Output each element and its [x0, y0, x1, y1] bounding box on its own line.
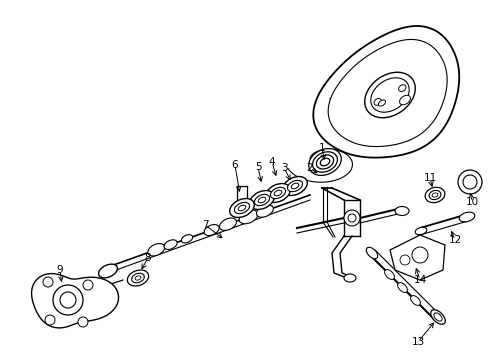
- Ellipse shape: [135, 276, 141, 280]
- Text: 13: 13: [410, 337, 424, 347]
- Text: 3: 3: [280, 163, 287, 173]
- Ellipse shape: [384, 270, 394, 279]
- Ellipse shape: [258, 197, 265, 203]
- Ellipse shape: [410, 296, 420, 305]
- Text: 12: 12: [447, 235, 461, 245]
- Ellipse shape: [265, 184, 290, 202]
- Ellipse shape: [424, 187, 444, 203]
- Ellipse shape: [398, 85, 405, 91]
- Ellipse shape: [181, 235, 192, 243]
- Circle shape: [347, 214, 355, 222]
- Circle shape: [60, 292, 76, 308]
- Ellipse shape: [219, 218, 236, 230]
- Ellipse shape: [430, 310, 445, 324]
- Text: 1: 1: [318, 143, 325, 153]
- Ellipse shape: [366, 247, 377, 259]
- Ellipse shape: [147, 244, 164, 256]
- Text: 9: 9: [57, 265, 63, 275]
- Ellipse shape: [270, 187, 285, 199]
- Ellipse shape: [414, 227, 426, 235]
- Ellipse shape: [234, 202, 249, 213]
- Ellipse shape: [458, 212, 474, 222]
- Ellipse shape: [238, 205, 245, 211]
- Ellipse shape: [203, 225, 219, 235]
- Text: 2: 2: [306, 163, 313, 173]
- Polygon shape: [327, 40, 446, 147]
- Ellipse shape: [320, 158, 329, 166]
- Polygon shape: [389, 235, 444, 280]
- Ellipse shape: [131, 273, 144, 283]
- Text: 5: 5: [254, 162, 261, 172]
- Text: 6: 6: [231, 160, 238, 170]
- Ellipse shape: [163, 240, 177, 249]
- Ellipse shape: [364, 72, 414, 118]
- Ellipse shape: [312, 152, 337, 172]
- Ellipse shape: [254, 194, 269, 206]
- Ellipse shape: [249, 190, 274, 210]
- Ellipse shape: [239, 210, 257, 224]
- Ellipse shape: [373, 99, 381, 105]
- Circle shape: [343, 210, 359, 226]
- Circle shape: [457, 170, 481, 194]
- Ellipse shape: [127, 270, 148, 286]
- Polygon shape: [32, 274, 118, 328]
- Ellipse shape: [274, 190, 281, 196]
- Circle shape: [45, 315, 55, 325]
- Text: 4: 4: [268, 157, 275, 167]
- Circle shape: [43, 277, 53, 287]
- Ellipse shape: [397, 283, 407, 292]
- Text: 8: 8: [144, 253, 151, 263]
- Ellipse shape: [316, 155, 333, 169]
- Text: 11: 11: [423, 173, 436, 183]
- Ellipse shape: [229, 198, 254, 217]
- Ellipse shape: [428, 190, 440, 199]
- Ellipse shape: [287, 180, 302, 192]
- Ellipse shape: [282, 176, 306, 195]
- Ellipse shape: [370, 78, 408, 112]
- Circle shape: [411, 247, 427, 263]
- Ellipse shape: [433, 313, 441, 321]
- Text: 7: 7: [201, 220, 208, 230]
- Circle shape: [399, 255, 409, 265]
- Ellipse shape: [291, 183, 298, 189]
- Circle shape: [53, 285, 83, 315]
- Circle shape: [78, 317, 88, 327]
- Ellipse shape: [399, 95, 409, 105]
- Ellipse shape: [394, 207, 408, 216]
- Ellipse shape: [308, 149, 341, 175]
- Ellipse shape: [378, 100, 385, 106]
- Ellipse shape: [256, 205, 273, 217]
- Text: 10: 10: [465, 197, 478, 207]
- Ellipse shape: [343, 274, 355, 282]
- Circle shape: [462, 175, 476, 189]
- Ellipse shape: [99, 264, 117, 278]
- Text: 14: 14: [412, 275, 426, 285]
- Polygon shape: [313, 26, 458, 158]
- Ellipse shape: [431, 193, 437, 197]
- Circle shape: [83, 280, 93, 290]
